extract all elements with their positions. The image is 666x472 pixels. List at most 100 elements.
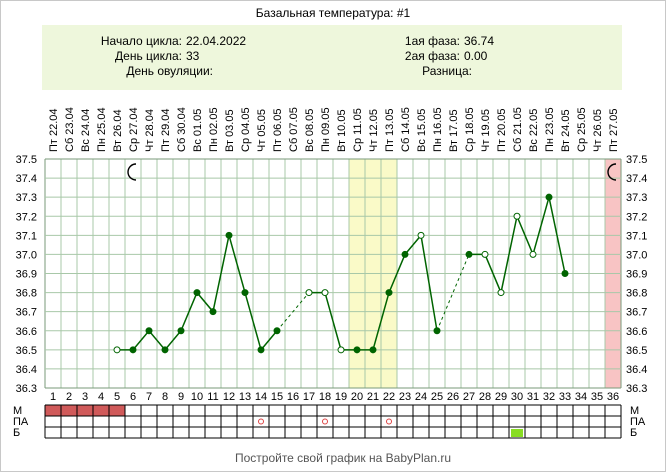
y-tick-label-left: 37.3	[16, 192, 37, 204]
phase1-value: 36.74	[464, 34, 494, 48]
y-tick-label-left: 37.2	[16, 211, 37, 223]
date-label: Сб 30.04	[176, 107, 188, 152]
date-label: Ср 11.05	[352, 108, 364, 152]
date-label: Вт 17.05	[448, 109, 460, 152]
date-label: Сб 23.04	[64, 107, 76, 152]
data-point	[193, 289, 201, 297]
date-label: Вт 24.05	[560, 109, 572, 152]
date-label: Пн 02.05	[208, 107, 220, 152]
y-tick-label-right: 36.5	[626, 345, 647, 357]
chart-title: Базальная температура: #1	[256, 6, 411, 20]
phase1-label: 1ая фаза:	[405, 34, 460, 48]
cycle-day-label: День цикла:	[115, 49, 182, 63]
y-tick-label-left: 36.7	[16, 307, 37, 319]
b-mark	[511, 429, 523, 437]
y-tick-label-left: 36.3	[16, 383, 37, 395]
day-number: 23	[399, 391, 411, 403]
data-point	[305, 289, 313, 297]
day-number: 26	[447, 391, 459, 403]
day-number: 2	[66, 391, 72, 403]
day-number: 18	[319, 391, 331, 403]
day-number: 31	[527, 391, 539, 403]
data-point	[561, 270, 569, 277]
day-number: 1	[50, 391, 56, 403]
data-point	[337, 346, 345, 354]
y-tick-label-left: 37.5	[16, 154, 37, 166]
date-label: Сб 07.05	[288, 107, 300, 152]
data-point	[113, 346, 121, 354]
date-label: Вс 15.05	[416, 109, 428, 152]
day-number: 21	[367, 391, 379, 403]
day-number: 29	[495, 391, 507, 403]
moon-icon	[607, 163, 617, 181]
y-tick-label-right: 37.4	[626, 173, 647, 185]
pa-mark	[386, 418, 392, 425]
day-number: 15	[271, 391, 283, 403]
date-label: Пт 06.05	[272, 108, 284, 152]
difference-label: Разница:	[422, 64, 472, 78]
date-label: Пн 23.05	[544, 107, 556, 152]
y-tick-label-left: 36.8	[16, 288, 37, 300]
data-point	[177, 327, 185, 335]
day-number: 25	[431, 391, 443, 403]
y-tick-label-right: 36.8	[626, 288, 647, 300]
date-label: Пт 13.05	[384, 108, 396, 152]
date-label: Сб 21.05	[512, 107, 524, 152]
data-point	[513, 212, 521, 220]
cycle-start-value: 22.04.2022	[186, 34, 246, 48]
row-label-left: ПА	[13, 416, 29, 428]
y-tick-label-left: 37.1	[16, 230, 37, 242]
day-number: 16	[287, 391, 299, 403]
data-point	[369, 346, 377, 354]
row-label-right: Б	[630, 427, 637, 439]
cycle-start-label: Начало цикла:	[101, 34, 182, 48]
day-number: 13	[239, 391, 251, 403]
y-tick-label-right: 37.1	[626, 230, 647, 242]
data-point	[417, 231, 425, 239]
y-tick-label-right: 36.7	[626, 307, 647, 319]
day-number: 33	[559, 391, 571, 403]
date-label: Ср 04.05	[240, 107, 252, 152]
day-number: 6	[130, 391, 136, 403]
date-label: Вс 08.05	[304, 109, 316, 152]
date-label: Чт 19.05	[480, 109, 492, 152]
y-tick-label-right: 36.9	[626, 269, 647, 281]
data-point	[321, 289, 329, 297]
bottom-grid: М МПА ПАБ Б	[13, 404, 646, 439]
data-point	[241, 289, 249, 297]
date-label: Пт 27.05	[608, 108, 620, 152]
date-label: Пн 09.05	[320, 107, 332, 152]
date-label: Пн 25.04	[96, 107, 108, 152]
day-number: 24	[415, 391, 427, 403]
date-label: Чт 05.05	[256, 109, 268, 152]
cycle-day-value: 33	[186, 49, 200, 63]
pa-mark	[258, 418, 264, 425]
moon-icon	[127, 163, 137, 181]
info-panel-bg	[42, 25, 622, 90]
date-label: Пт 20.05	[496, 108, 508, 152]
day-number: 20	[351, 391, 363, 403]
date-label: Ср 18.05	[464, 107, 476, 152]
series-dashed-segment	[276, 292, 310, 332]
data-point	[225, 231, 233, 239]
y-tick-label-right: 37.2	[626, 211, 647, 223]
day-number: 28	[479, 391, 491, 403]
phase2-value: 0.00	[464, 49, 488, 63]
y-tick-label-left: 36.9	[16, 269, 37, 281]
day-number-labels: 1 2 3 4 5 6 7 8 9 10 11 12 13 14 15 16 17 18 19 20 21 22 23 24 2…	[50, 391, 619, 403]
date-label: Вс 24.04	[80, 109, 92, 152]
y-tick-label-right: 36.4	[626, 364, 647, 376]
data-point	[465, 250, 473, 258]
day-number: 22	[383, 391, 395, 403]
day-number: 11	[207, 391, 218, 403]
date-label: Ср 25.05	[576, 107, 588, 152]
date-label: Вт 03.05	[224, 109, 236, 152]
date-label: Вс 22.05	[528, 109, 540, 152]
info-panel: Начало цикла: 22.04.2022 День цикла: 33 …	[42, 25, 622, 90]
row-label-left: М	[13, 405, 22, 417]
ovulation-day-label: День овуляции:	[126, 64, 213, 78]
date-label: Пт 29.04	[160, 108, 172, 152]
date-label: Чт 28.04	[144, 109, 156, 152]
footer-link[interactable]: Постройте свой график на BabyPlan.ru	[235, 451, 451, 465]
day-number: 32	[543, 391, 555, 403]
